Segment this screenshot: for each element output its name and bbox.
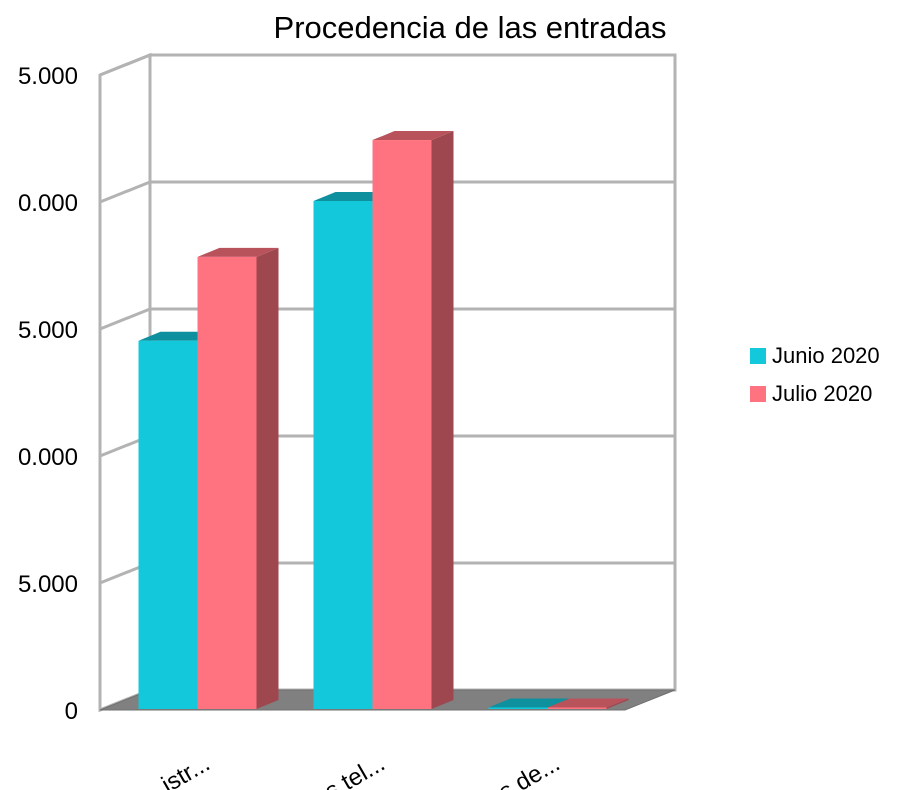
bar [197, 247, 279, 709]
chart-title: Procedencia de las entradas [274, 10, 667, 45]
bar-top [372, 131, 454, 141]
legend-label: Julio 2020 [772, 381, 872, 406]
bar-side [431, 131, 454, 710]
x-axis-ticks: ...istr... ...s tel... ...s de... [140, 750, 565, 790]
legend-swatch [750, 348, 766, 364]
bar [372, 131, 454, 710]
bars [138, 131, 629, 710]
bar-front [197, 256, 257, 709]
x-tick-label: ...s de... [477, 750, 564, 790]
bar-front [547, 707, 607, 709]
x-tick-label: ...istr... [140, 750, 215, 790]
bar-front [488, 707, 548, 709]
bar-front [313, 201, 373, 709]
bar-side [256, 247, 279, 709]
y-tick-label: 5.000 [18, 317, 78, 344]
y-tick-label: 0.000 [18, 190, 78, 217]
grid-line-side [99, 307, 151, 331]
grid-line-side [99, 180, 151, 204]
bar-top [547, 698, 629, 708]
x-tick-label: ...s tel... [303, 750, 389, 790]
y-tick-label: 5.000 [18, 571, 78, 598]
y-tick-label: 0 [65, 698, 78, 725]
legend-label: Junio 2020 [772, 343, 880, 368]
bar [547, 698, 629, 709]
bar-top [488, 698, 570, 708]
bar-front [138, 340, 198, 709]
legend: Junio 2020 Julio 2020 [750, 343, 880, 406]
y-axis-ticks: 0 5.000 0.000 5.000 0.000 5.000 [18, 63, 78, 725]
bar-side [606, 698, 629, 709]
y-tick-label: 5.000 [18, 63, 78, 90]
grid-line-side [99, 53, 151, 77]
bar-top [197, 247, 279, 257]
bar-front [372, 140, 432, 710]
y-tick-label: 0.000 [18, 444, 78, 471]
legend-swatch [750, 386, 766, 402]
